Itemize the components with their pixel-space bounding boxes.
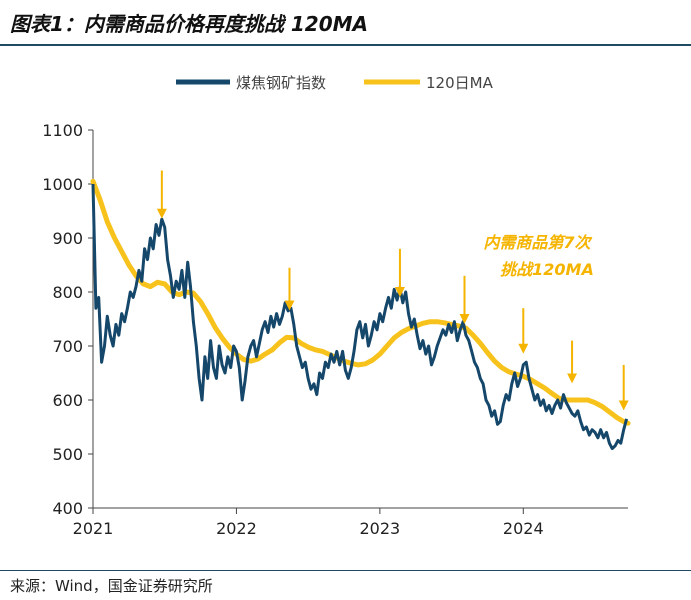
y-tick-label: 600 <box>52 391 83 410</box>
series-line-index <box>91 183 629 451</box>
y-tick-group: 400 500 600 700 800 900 1000 1100 <box>42 121 93 518</box>
y-tick-label: 400 <box>52 499 83 518</box>
y-tick-label: 1000 <box>42 175 83 194</box>
y-tick-label: 700 <box>52 337 83 356</box>
y-tick-label: 800 <box>52 283 83 302</box>
footer-rule <box>0 570 691 571</box>
x-tick-label: 2023 <box>360 519 401 538</box>
legend-label-ma: 120日MA <box>426 74 494 92</box>
figure-title: 图表1：内需商品价格再度挑战 120MA <box>10 12 369 36</box>
legend: 煤焦钢矿指数 120日MA <box>176 74 494 92</box>
line-chart: 煤焦钢矿指数 120日MA 400 500 600 700 800 900 1000 1100… <box>42 74 631 538</box>
annotation: 内需商品第7次 挑战120MA <box>483 233 593 279</box>
x-tick-group: 2021 2022 2023 2024 <box>73 508 544 538</box>
chart-container: 煤焦钢矿指数 120日MA 400 500 600 700 800 900 1000 1100… <box>0 50 691 570</box>
series-line-120ma <box>90 178 631 426</box>
arrow-group <box>156 170 629 411</box>
x-tick-label: 2022 <box>216 519 257 538</box>
title-rule <box>0 44 691 46</box>
x-tick-label: 2024 <box>503 519 544 538</box>
x-tick-label: 2021 <box>73 519 114 538</box>
annotation-line-2: 挑战120MA <box>500 260 594 279</box>
legend-label-index: 煤焦钢矿指数 <box>236 74 326 92</box>
y-tick-label: 900 <box>52 229 83 248</box>
y-tick-label: 1100 <box>42 121 83 140</box>
source-note: 来源：Wind，国金证券研究所 <box>10 577 213 595</box>
y-tick-label: 500 <box>52 445 83 464</box>
annotation-line-1: 内需商品第7次 <box>483 233 592 252</box>
